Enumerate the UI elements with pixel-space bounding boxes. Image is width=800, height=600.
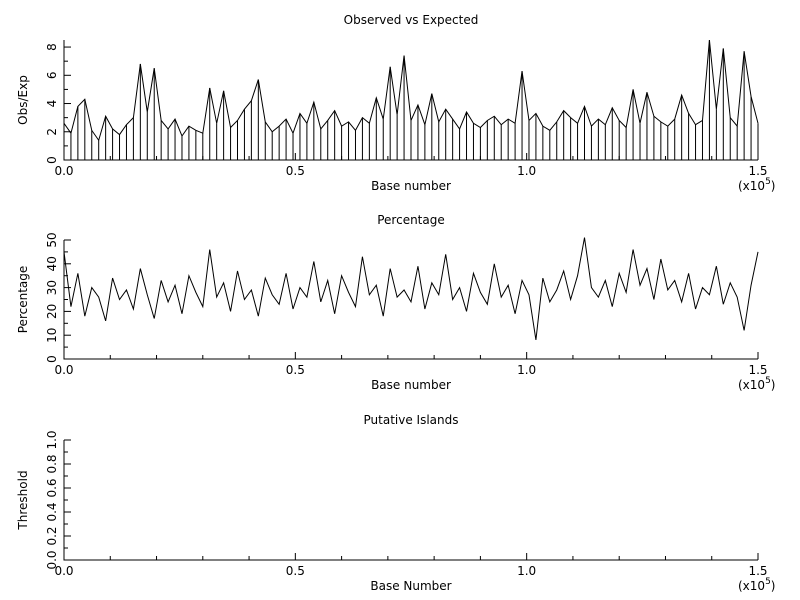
chart-title: Observed vs Expected [344,13,479,27]
chart-title: Putative Islands [364,413,459,427]
x-tick-label: 0.0 [54,164,73,178]
y-axis-label: Threshold [16,470,30,530]
x-tick-label: 0.0 [54,564,73,578]
x-scale-multiplier: (x105) [738,177,775,193]
x-tick-label: 1.0 [517,564,536,578]
y-tick-label: 20 [45,304,59,319]
scale-exponent: 5 [765,177,771,187]
y-axis-label: Percentage [16,266,30,334]
x-tick-label: 0.5 [286,564,305,578]
x-axis-label: Base Number [370,579,451,593]
y-tick-label: 1.0 [45,430,59,449]
y-tick-label: 4 [45,100,59,108]
axes-frame [63,440,758,561]
percentage-series-line [63,237,759,341]
scale-base: (x10 [738,179,765,193]
y-tick-label: 0.4 [45,502,59,521]
x-tick-label: 1.0 [517,363,536,377]
y-tick-label: 30 [45,280,59,295]
obs-exp-series [63,39,759,160]
y-tick-label: 6 [45,71,59,79]
y-axis-label: Obs/Exp [16,75,30,125]
x-scale-multiplier: (x105) [738,577,775,593]
y-tick-label: 0.6 [45,478,59,497]
obs-exp-panel: Observed vs Expected 0.0 0.5 1.0 1.5 0 2 4 6 8 Bas… [16,13,775,193]
y-tick-label: 0.2 [45,526,59,545]
x-axis-label: Base number [371,179,451,193]
x-tick-label: 1.5 [748,164,767,178]
y-tick-label: 0 [45,355,59,363]
x-scale-multiplier: (x105) [738,376,775,392]
y-tick-label: 2 [45,128,59,136]
x-tick-label: 0.5 [286,363,305,377]
scale-close: ) [771,179,776,193]
scale-exponent: 5 [765,376,771,386]
percentage-panel: Percentage 0.0 0.5 1.0 1.5 0 10 20 30 40 50 Base nu… [16,213,775,392]
x-tick-label: 1.5 [748,363,767,377]
chart-title: Percentage [377,213,445,227]
x-tick-label: 1.5 [748,564,767,578]
x-tick-label: 0.5 [286,164,305,178]
scale-close: ) [771,378,776,392]
scale-close: ) [771,579,776,593]
scale-base: (x10 [738,378,765,392]
y-tick-label: 50 [45,232,59,247]
x-tick-label: 0.0 [54,363,73,377]
islands-panel: Putative Islands 0.0 0.5 1.0 1.5 0.0 0.2 0.4 0.6… [16,413,775,593]
y-tick-label: 0.0 [45,550,59,569]
scale-exponent: 5 [765,577,771,587]
y-tick-label: 8 [45,43,59,51]
y-tick-label: 40 [45,256,59,271]
y-tick-label: 10 [45,328,59,343]
y-tick-label: 0 [45,156,59,164]
y-tick-label: 0.8 [45,454,59,473]
obs-exp-line [63,39,759,142]
x-axis-label: Base number [371,378,451,392]
scale-base: (x10 [738,579,765,593]
x-tick-label: 1.0 [517,164,536,178]
